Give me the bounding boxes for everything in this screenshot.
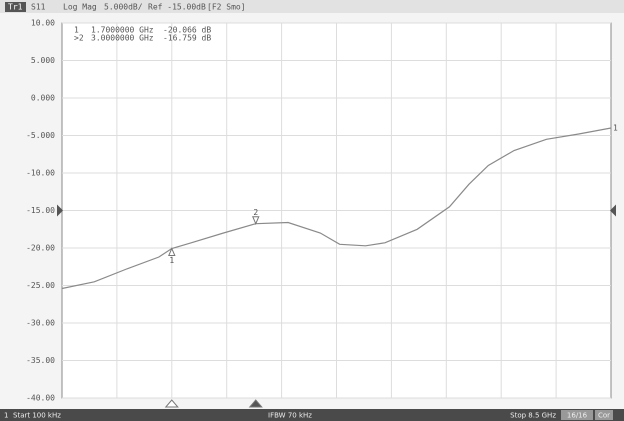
y-tick-label: -15.00 [26, 206, 55, 215]
marker-readout-id: >2 [74, 34, 84, 43]
marker-symbol [252, 216, 260, 225]
trace-label: 1 [613, 124, 618, 133]
trace-badge [5, 2, 26, 12]
footer-ifbw: IFBW 70 kHz [268, 412, 312, 420]
header-item: S11 [31, 3, 46, 12]
footer-bar [0, 409, 624, 421]
count-badge [561, 410, 593, 420]
marker-readout-freq: 3.0000000 GHz [91, 34, 154, 43]
header-item: Log Mag [63, 3, 97, 12]
header-item: [F2 Smo] [207, 3, 246, 12]
y-tick-label: 0.000 [31, 94, 55, 103]
y-tick-label: -30.00 [26, 319, 55, 328]
ref-marker-left [57, 204, 63, 217]
trace [61, 127, 612, 290]
marker-label: 1 [169, 256, 174, 265]
y-tick-label: -40.00 [26, 394, 55, 403]
footer-count: 16/16 [567, 412, 588, 420]
y-tick-label: -35.00 [26, 356, 55, 365]
marker-readout-freq: 1.7000000 GHz [91, 26, 154, 35]
footer-start-label: Start 100 kHz [13, 412, 61, 420]
cor-badge [595, 410, 613, 420]
y-tick-label: 5.000 [31, 56, 55, 65]
header-item: Ref -15.00dB [148, 3, 206, 12]
y-tick-label: -20.00 [26, 244, 55, 253]
marker-readout-value: -20.066 dB [163, 26, 211, 35]
marker-stimulus [164, 399, 179, 408]
y-tick-label: -10.00 [26, 169, 55, 178]
footer-channel: 1 [4, 412, 8, 420]
marker-readout-id: 1 [74, 26, 79, 35]
marker-readout-value: -16.759 dB [163, 34, 211, 43]
ref-marker-right [610, 204, 616, 217]
footer-stop-label: Stop 8.5 GHz [510, 412, 556, 420]
marker-symbol [168, 247, 176, 256]
header-item: 5.000dB/ [104, 3, 143, 12]
header-item: Tr1 [8, 3, 23, 12]
header-bar [0, 0, 624, 13]
y-tick-label: -25.00 [26, 281, 55, 290]
marker-label: 2 [253, 208, 258, 217]
y-tick-label: -5.000 [26, 131, 55, 140]
y-tick-label: 10.00 [31, 19, 55, 28]
footer-cor: Cor [598, 412, 610, 420]
marker-stimulus [248, 399, 263, 408]
